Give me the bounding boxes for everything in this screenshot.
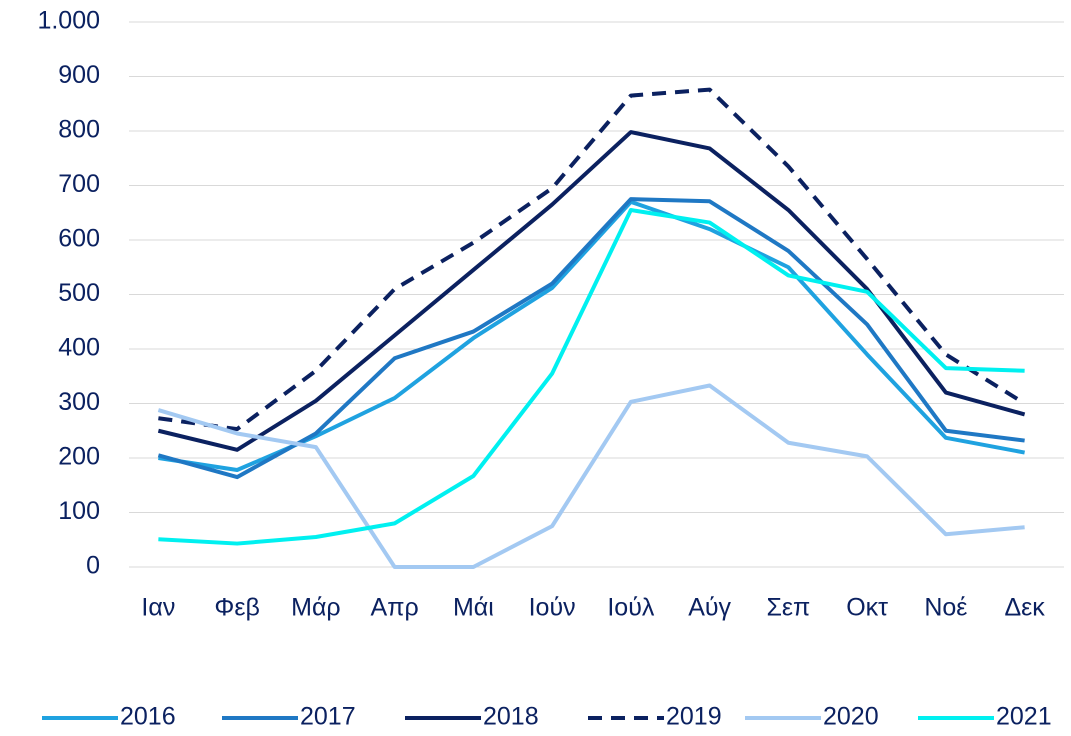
series-line [157,383,1025,569]
x-tick-label: Ιούλ [607,594,655,622]
series-line [158,208,1025,546]
x-tick-label: Αύγ [688,594,731,622]
y-tick-label: 500 [58,279,100,307]
x-tick-label: Ιαν [141,594,175,622]
legend-label: 2019 [666,703,722,731]
x-tick-label: Μάρ [291,594,341,622]
x-tick-label: Δεκ [1004,594,1045,622]
x-tick-label: Νοέ [924,594,967,622]
x-tick-label: Μάι [453,594,494,622]
y-tick-label: 900 [58,61,100,89]
series-line [157,197,1025,480]
legend-label: 2020 [823,703,879,731]
y-tick-label: 200 [58,443,100,471]
y-tick-label: 600 [58,225,100,253]
y-tick-label: 400 [58,334,100,362]
y-tick-label: 0 [86,552,100,580]
x-tick-label: Ιούν [529,594,576,622]
y-tick-label: 700 [58,170,100,198]
y-tick-label: 1.000 [37,7,100,35]
x-tick-label: Απρ [371,594,419,622]
legend-label: 2017 [300,703,356,731]
legend-label: 2021 [996,703,1052,731]
y-tick-label: 800 [58,116,100,144]
x-tick-label: Σεπ [766,594,810,622]
x-tick-label: Φεβ [214,594,259,622]
legend-label: 2018 [483,703,539,731]
y-tick-label: 100 [58,497,100,525]
y-tick-label: 300 [58,388,100,416]
x-tick-label: Οκτ [846,594,888,622]
legend-label: 2016 [120,703,176,731]
series-line [158,87,1026,432]
